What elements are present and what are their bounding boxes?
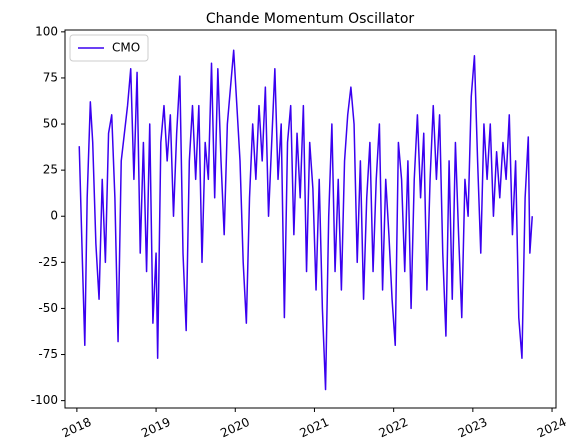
x-tick-label: 2021 [297, 415, 331, 441]
legend-label: CMO [112, 41, 140, 55]
x-tick-label: 2024 [535, 415, 569, 441]
x-tick-label: 2023 [456, 415, 490, 441]
y-tick-label: 75 [43, 70, 58, 84]
y-tick-label: -100 [31, 393, 58, 407]
y-tick-label: -25 [38, 255, 58, 269]
x-tick-label: 2018 [60, 415, 94, 441]
x-tick-label: 2022 [377, 415, 411, 441]
y-tick-label: 100 [35, 24, 58, 38]
y-tick-label: 25 [43, 163, 58, 177]
y-tick-label: -75 [38, 347, 58, 361]
legend: CMO [69, 34, 149, 62]
plot-frame [64, 29, 557, 409]
x-tick-label: 2020 [218, 415, 252, 441]
y-tick-label: 50 [43, 117, 58, 131]
legend-box [69, 34, 149, 62]
y-tick-label: 0 [50, 209, 58, 223]
x-tick-label: 2019 [139, 415, 173, 441]
chart-title: Chande Momentum Oscillator [206, 11, 415, 27]
y-tick-label: -50 [38, 301, 58, 315]
line-series [78, 49, 533, 391]
